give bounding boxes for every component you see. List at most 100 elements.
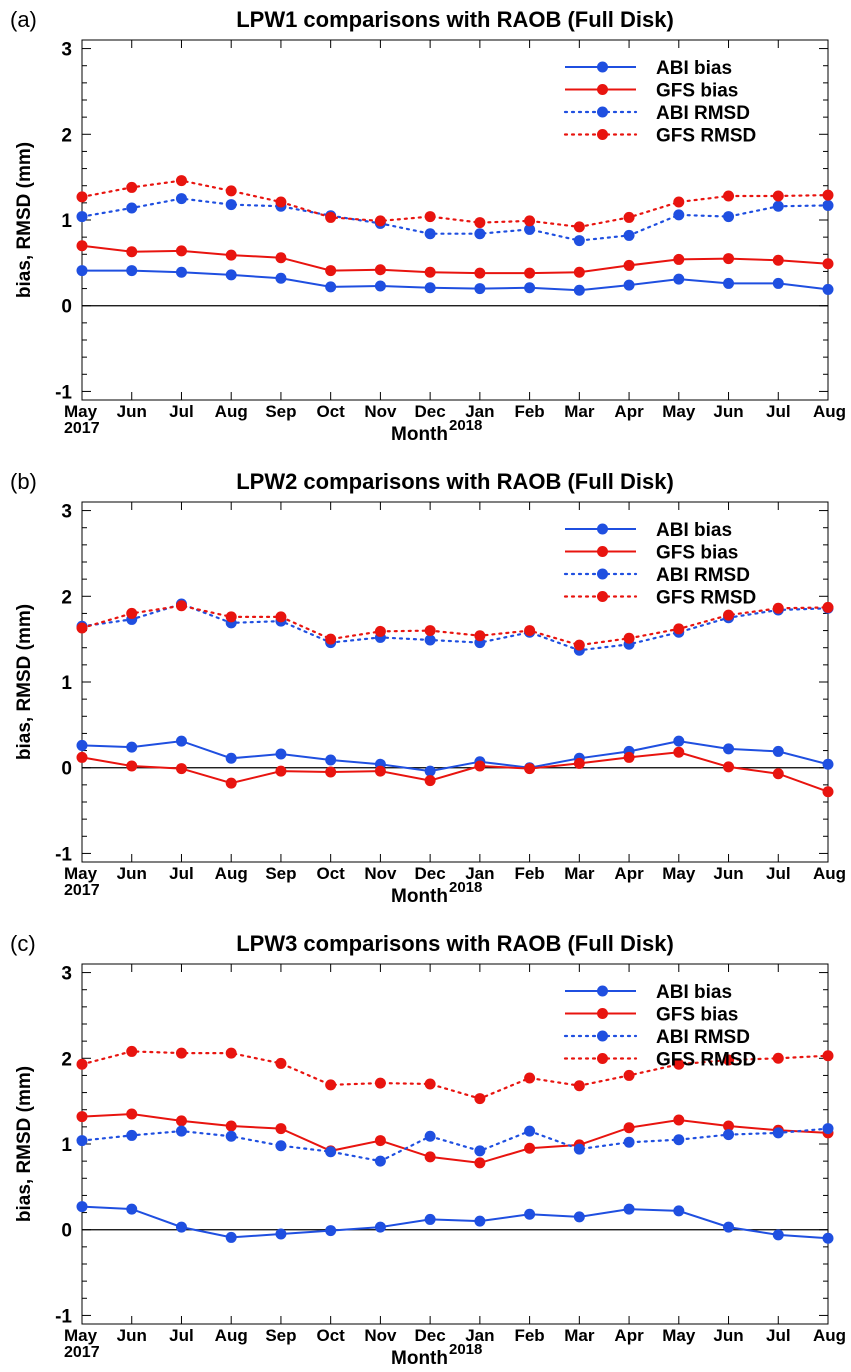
x-tick-label: Jul xyxy=(169,1326,194,1345)
data-point xyxy=(126,1129,138,1141)
data-point xyxy=(126,202,138,214)
y-axis-label: bias, RMSD (mm) xyxy=(14,604,35,760)
data-point xyxy=(573,757,585,769)
data-point xyxy=(772,1127,784,1139)
data-point xyxy=(673,253,685,265)
x-axis-year-superscript: 2018 xyxy=(449,1341,482,1358)
x-tick-label: May xyxy=(64,1326,98,1345)
data-point xyxy=(573,1143,585,1155)
data-point xyxy=(623,279,635,291)
data-point xyxy=(424,282,436,294)
legend-label: ABI bias xyxy=(656,58,732,79)
legend-label: GFS bias xyxy=(656,81,738,102)
data-point xyxy=(723,1221,735,1233)
x-axis-year-superscript: 2018 xyxy=(449,417,482,434)
data-point xyxy=(374,264,386,276)
x-tick-label: Sep xyxy=(265,1326,296,1345)
y-tick-label: 0 xyxy=(61,759,72,780)
data-point xyxy=(623,1136,635,1148)
data-point xyxy=(225,611,237,623)
legend-marker xyxy=(597,546,608,557)
x-tick-label: Oct xyxy=(316,402,345,421)
data-point xyxy=(225,777,237,789)
data-point xyxy=(424,1130,436,1142)
legend-label: GFS RMSD xyxy=(656,1050,756,1071)
data-point xyxy=(573,221,585,233)
data-point xyxy=(126,246,138,258)
data-point xyxy=(126,1203,138,1215)
data-point xyxy=(275,1057,287,1069)
data-point xyxy=(673,735,685,747)
x-tick-label: Mar xyxy=(564,402,595,421)
series-abi-bias xyxy=(76,265,834,296)
series-line xyxy=(80,1050,830,1100)
data-point xyxy=(673,1205,685,1217)
legend-marker xyxy=(597,84,608,95)
data-point xyxy=(524,215,536,227)
data-point xyxy=(474,1145,486,1157)
legend-label: ABI bias xyxy=(656,982,732,1003)
data-point xyxy=(76,1111,88,1123)
data-point xyxy=(623,211,635,223)
data-point xyxy=(673,1114,685,1126)
x-tick-label: Nov xyxy=(364,864,397,883)
data-point xyxy=(275,272,287,284)
data-point xyxy=(374,1221,386,1233)
data-point xyxy=(623,1122,635,1134)
x-tick-label: Dec xyxy=(415,1326,446,1345)
data-point xyxy=(822,258,834,270)
series-line xyxy=(80,602,830,652)
data-point xyxy=(275,252,287,264)
data-point xyxy=(275,748,287,760)
data-point xyxy=(374,1155,386,1167)
x-tick-label: Dec xyxy=(415,402,446,421)
data-point xyxy=(424,1213,436,1225)
data-point xyxy=(474,630,486,642)
data-point xyxy=(772,200,784,212)
data-point xyxy=(325,265,337,277)
x-tick-label: Jul xyxy=(169,864,194,883)
chart-title: LPW1 comparisons with RAOB (Full Disk) xyxy=(236,7,674,32)
series-abi-rmsd xyxy=(76,193,834,247)
y-tick-label: 2 xyxy=(61,125,72,146)
series-gfs-rmsd xyxy=(76,1045,834,1105)
data-point xyxy=(76,265,88,277)
y-tick-label: -1 xyxy=(55,1306,72,1327)
data-point xyxy=(822,1050,834,1062)
data-point xyxy=(623,259,635,271)
series-line xyxy=(81,740,829,773)
data-point xyxy=(424,1151,436,1163)
x-tick-label: Jan xyxy=(465,864,494,883)
data-point xyxy=(474,1215,486,1227)
x-tick-label: Dec xyxy=(415,864,446,883)
data-point xyxy=(175,193,187,205)
data-point xyxy=(325,754,337,766)
legend-marker xyxy=(597,523,608,535)
data-point xyxy=(723,211,735,223)
data-point xyxy=(623,229,635,241)
data-point xyxy=(524,1208,536,1220)
data-point xyxy=(424,765,436,777)
series-line xyxy=(80,1127,830,1163)
x-tick-label: Jun xyxy=(117,402,147,421)
data-point xyxy=(772,254,784,266)
x-tick-label: May xyxy=(662,402,696,421)
data-point xyxy=(822,283,834,295)
data-point xyxy=(374,215,386,227)
x-tick-label: Jan xyxy=(465,1326,494,1345)
data-point xyxy=(225,1047,237,1059)
x-tick-label: Apr xyxy=(614,402,644,421)
data-point xyxy=(76,1058,88,1070)
data-point xyxy=(275,611,287,623)
data-point xyxy=(673,1058,685,1070)
series-line xyxy=(81,244,829,275)
series-gfs-rmsd xyxy=(76,600,834,651)
x-tick-label: Jun xyxy=(713,864,743,883)
legend-marker xyxy=(597,61,608,73)
data-point xyxy=(126,181,138,193)
series-line xyxy=(81,1205,829,1240)
series-gfs-bias xyxy=(76,240,834,279)
